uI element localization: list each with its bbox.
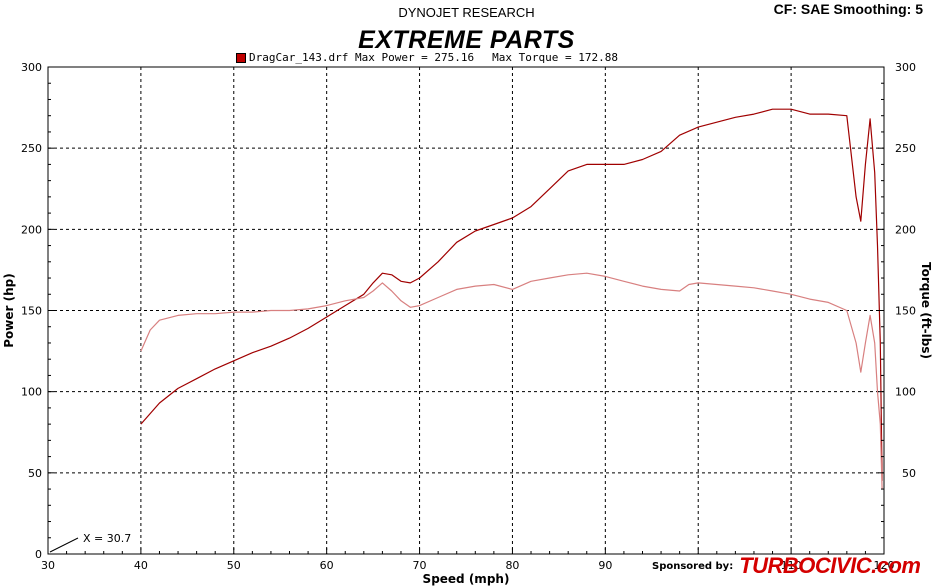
y-tick-label-right: 150 xyxy=(895,305,916,318)
legend: DragCar_143.drf Max Power = 275.16 Max T… xyxy=(236,51,618,64)
x-tick-label: 50 xyxy=(227,559,241,572)
y-tick-label-left: 250 xyxy=(21,142,42,155)
y-tick-label-left: 50 xyxy=(28,467,42,480)
x-tick-label: 70 xyxy=(413,559,427,572)
cursor-marker xyxy=(49,537,79,553)
series-line-power xyxy=(140,108,883,481)
y-tick-label-left: 100 xyxy=(21,386,42,399)
legend-run-label: DragCar_143.drf Max Power = 275.16 xyxy=(249,51,475,64)
y-tick-label-right: 50 xyxy=(902,467,916,480)
y-tick-label-right: 100 xyxy=(895,386,916,399)
y-tick-label-right: 300 xyxy=(895,61,916,74)
y-axis-label-right: Torque (ft-lbs) xyxy=(919,262,933,359)
y-axis-label-left: Power (hp) xyxy=(2,273,16,347)
x-tick-label: 90 xyxy=(598,559,612,572)
series-line-torque xyxy=(140,272,883,490)
x-tick-label: 80 xyxy=(505,559,519,572)
cursor-readout: X = 30.7 xyxy=(83,532,131,545)
sponsor-banner: Sponsored by: TURBOCIVIC.com xyxy=(650,553,921,579)
x-tick-label: 110 xyxy=(781,559,802,572)
y-tick-label-left: 300 xyxy=(21,61,42,74)
x-axis-label: Speed (mph) xyxy=(423,572,510,586)
y-tick-label-left: 0 xyxy=(35,548,42,561)
sponsor-text: Sponsored by: xyxy=(650,560,736,572)
sponsor-logo: TURBOCIVIC.com xyxy=(739,553,921,578)
legend-swatch xyxy=(236,52,246,63)
y-tick-label-left: 200 xyxy=(21,223,42,236)
chart-title: EXTREME PARTS xyxy=(358,26,575,54)
y-tick-label-right: 200 xyxy=(895,223,916,236)
x-tick-label: 120 xyxy=(874,559,895,572)
y-tick-label-right: 250 xyxy=(895,142,916,155)
x-tick-label: 60 xyxy=(320,559,334,572)
legend-torque-label: Max Torque = 172.88 xyxy=(492,51,619,64)
x-tick-label: 40 xyxy=(134,559,148,572)
y-tick-label-left: 150 xyxy=(21,305,42,318)
x-tick-label: 30 xyxy=(41,559,55,572)
organization-label: DYNOJET RESEARCH xyxy=(398,5,535,20)
settings-label: CF: SAE Smoothing: 5 xyxy=(773,1,923,17)
